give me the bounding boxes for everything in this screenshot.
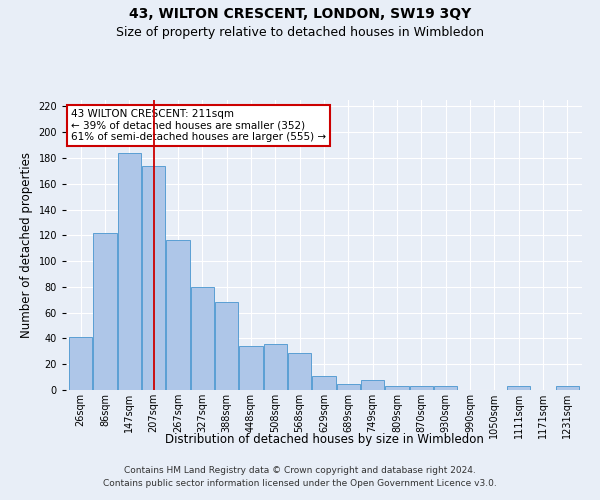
Text: Distribution of detached houses by size in Wimbledon: Distribution of detached houses by size … — [164, 432, 484, 446]
Text: 43, WILTON CRESCENT, LONDON, SW19 3QY: 43, WILTON CRESCENT, LONDON, SW19 3QY — [129, 8, 471, 22]
Bar — [94, 233, 116, 390]
Bar — [507, 386, 530, 390]
Bar — [556, 386, 579, 390]
Text: Contains HM Land Registry data © Crown copyright and database right 2024.
Contai: Contains HM Land Registry data © Crown c… — [103, 466, 497, 487]
Bar — [313, 376, 335, 390]
Bar — [118, 153, 141, 390]
Bar — [410, 386, 433, 390]
Bar — [239, 346, 263, 390]
Y-axis label: Number of detached properties: Number of detached properties — [20, 152, 33, 338]
Bar — [361, 380, 384, 390]
Text: 43 WILTON CRESCENT: 211sqm
← 39% of detached houses are smaller (352)
61% of sem: 43 WILTON CRESCENT: 211sqm ← 39% of deta… — [71, 108, 326, 142]
Bar — [215, 302, 238, 390]
Bar — [337, 384, 360, 390]
Bar — [434, 386, 457, 390]
Bar — [166, 240, 190, 390]
Bar — [191, 287, 214, 390]
Bar — [69, 337, 92, 390]
Bar — [385, 386, 409, 390]
Text: Size of property relative to detached houses in Wimbledon: Size of property relative to detached ho… — [116, 26, 484, 39]
Bar — [288, 352, 311, 390]
Bar — [142, 166, 165, 390]
Bar — [264, 344, 287, 390]
